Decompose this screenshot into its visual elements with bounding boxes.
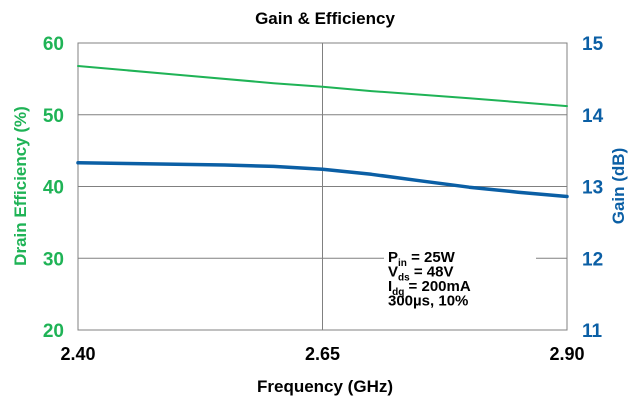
y-left-tick-label: 40: [43, 178, 64, 199]
y-right-tick-label: 13: [582, 178, 603, 199]
annotation-line: Vds = 48V: [388, 264, 453, 284]
x-axis-label: Frequency (GHz): [257, 377, 393, 396]
efficiency-line: [77, 65, 568, 108]
y-right-tick-label: 14: [582, 106, 604, 127]
tick-labels: 2.40 2.65 2.90 20 30 40 50 60 11 12 13 14 15: [43, 34, 604, 364]
plot-frame: [77, 42, 568, 331]
x-tick-label: 2.90: [549, 344, 584, 364]
x-tick-label: 2.65: [305, 344, 340, 364]
y-right-tick-label: 15: [582, 34, 604, 55]
annotation-background: [384, 246, 536, 298]
x-tick-label: 2.40: [60, 344, 95, 364]
y-right-tick-label: 11: [582, 321, 603, 342]
y-left-tick-label: 30: [43, 249, 64, 270]
y-left-tick-label: 20: [43, 321, 64, 342]
annotation-line: Idq = 200mA: [388, 278, 471, 298]
annotation-line: 300µs, 10%: [388, 293, 468, 310]
y-left-tick-label: 60: [43, 34, 64, 55]
y-left-tick-label: 50: [43, 106, 64, 127]
chart-title: Gain & Efficiency: [255, 9, 395, 28]
annotation-line: Pin = 25W: [388, 249, 456, 269]
y-left-axis-label: Drain Efficiency (%): [11, 106, 30, 266]
gain-line: [76, 161, 569, 199]
y-right-axis-label: Gain (dB): [609, 148, 628, 225]
series-layer: [76, 65, 569, 199]
y-right-tick-label: 12: [582, 249, 603, 270]
